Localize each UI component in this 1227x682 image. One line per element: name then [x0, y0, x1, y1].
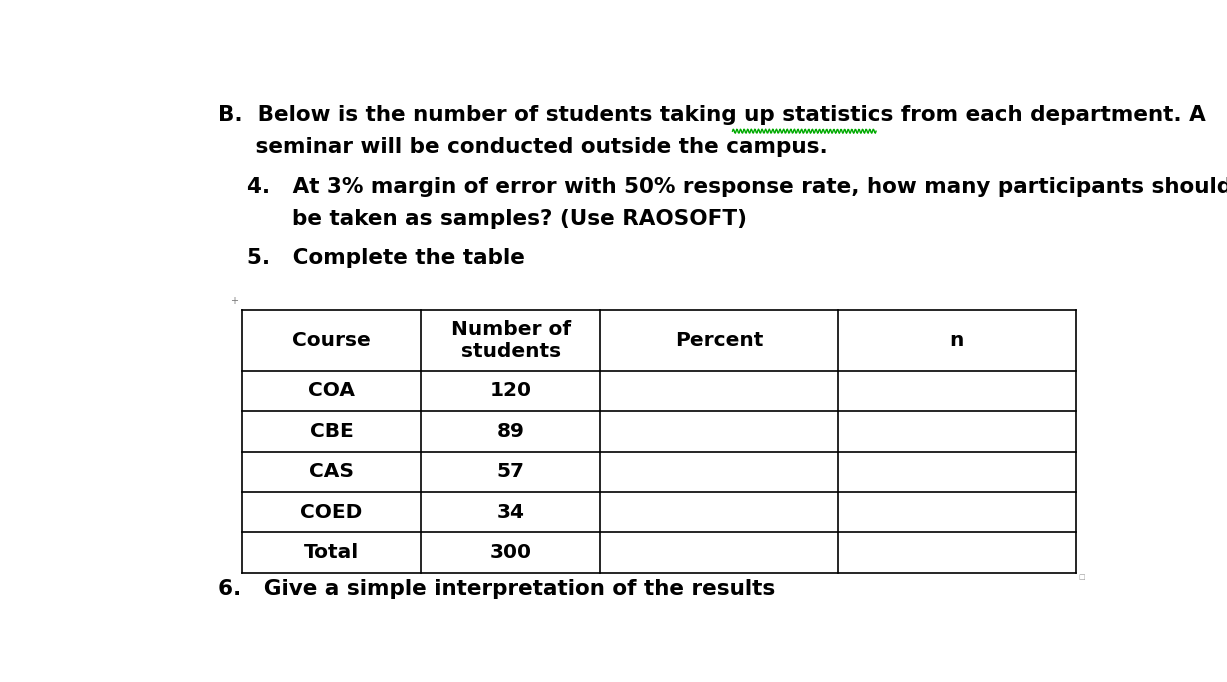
- Text: COA: COA: [308, 381, 355, 400]
- Text: n: n: [950, 331, 964, 350]
- Text: Total: Total: [304, 543, 360, 562]
- Text: COED: COED: [301, 503, 363, 522]
- Text: seminar will be conducted outside the campus.: seminar will be conducted outside the ca…: [218, 137, 828, 157]
- Text: CBE: CBE: [309, 422, 353, 441]
- Text: 57: 57: [497, 462, 525, 481]
- Text: 34: 34: [497, 503, 525, 522]
- Text: Percent: Percent: [675, 331, 763, 350]
- Text: 5.   Complete the table: 5. Complete the table: [247, 248, 524, 268]
- Text: 300: 300: [490, 543, 531, 562]
- Text: CAS: CAS: [309, 462, 353, 481]
- Text: B.  Below is the number of students taking up statistics from each department. A: B. Below is the number of students takin…: [218, 106, 1206, 125]
- Text: 4.   At 3% margin of error with 50% response rate, how many participants should: 4. At 3% margin of error with 50% respon…: [247, 177, 1227, 197]
- Text: 89: 89: [497, 422, 525, 441]
- Text: Number of
students: Number of students: [450, 320, 571, 361]
- Text: be taken as samples? (Use RAOSOFT): be taken as samples? (Use RAOSOFT): [247, 209, 746, 229]
- Text: □: □: [1079, 574, 1085, 580]
- Text: 120: 120: [490, 381, 531, 400]
- Text: 6.   Give a simple interpretation of the results: 6. Give a simple interpretation of the r…: [218, 579, 775, 599]
- Text: Course: Course: [292, 331, 371, 350]
- Text: +: +: [231, 296, 238, 306]
